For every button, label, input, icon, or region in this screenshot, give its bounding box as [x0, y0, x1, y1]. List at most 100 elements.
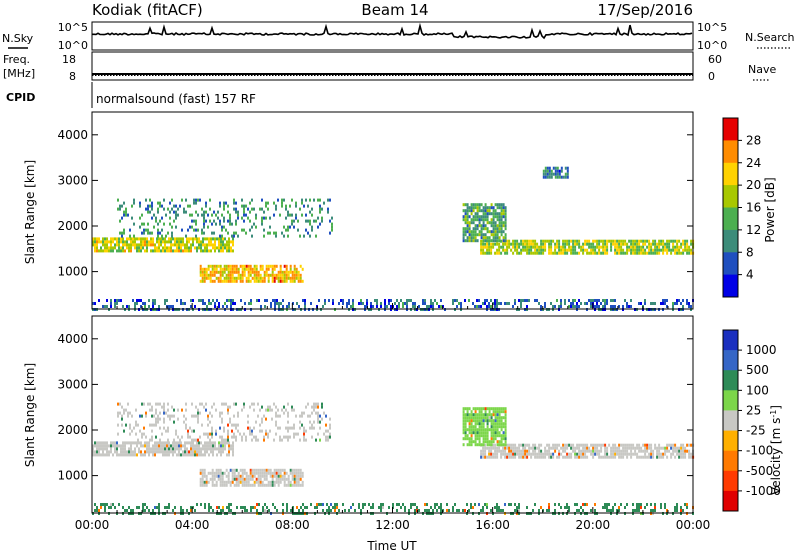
echo-cell — [230, 249, 232, 253]
echo-cell — [277, 426, 279, 430]
echo-cell — [130, 450, 132, 454]
echo-cell — [104, 240, 106, 244]
echo-cell — [590, 509, 592, 512]
echo-cell — [558, 169, 561, 173]
echo-cell — [534, 242, 537, 246]
echo-cell — [480, 224, 483, 228]
echo-cell — [92, 447, 94, 451]
echo-cell — [486, 299, 488, 302]
echo-cell — [217, 474, 220, 478]
echo-cell — [245, 435, 247, 439]
echo-cell — [247, 279, 250, 283]
echo-cell — [358, 503, 360, 506]
echo-cell — [526, 449, 529, 453]
echo-cell — [468, 230, 471, 234]
echo-cell — [468, 422, 471, 426]
echo-cell — [203, 213, 205, 217]
echo-cell — [334, 506, 336, 509]
echo-cell — [174, 450, 176, 454]
echo-cell — [676, 299, 678, 302]
echo-cell — [142, 237, 144, 241]
echo-cell — [141, 414, 143, 418]
echo-cell — [486, 419, 489, 423]
echo-cell — [662, 446, 665, 450]
echo-cell — [490, 407, 493, 411]
echo-cell — [138, 237, 140, 241]
echo-cell — [151, 435, 153, 439]
echo-cell — [680, 449, 683, 453]
echo-cell — [574, 446, 577, 450]
echo-cell — [142, 243, 144, 247]
echo-cell — [275, 231, 277, 235]
echo-cell — [502, 239, 505, 243]
echo-cell — [602, 506, 604, 509]
echo-cell — [664, 248, 667, 252]
echo-cell — [190, 444, 192, 448]
echo-cell — [518, 509, 520, 512]
echo-cell — [96, 453, 98, 457]
echo-cell — [210, 506, 212, 509]
echo-cell — [265, 201, 267, 205]
echo-cell — [164, 243, 166, 247]
echo-cell — [534, 299, 536, 302]
echo-cell — [552, 455, 555, 459]
echo-cell — [239, 279, 242, 283]
echo-cell — [297, 477, 300, 481]
echo-cell — [191, 213, 193, 217]
echo-cell — [243, 402, 245, 406]
echo-cell — [474, 410, 477, 414]
echo-cell — [271, 264, 274, 268]
echo-cell — [140, 305, 142, 308]
echo-cell — [496, 425, 499, 429]
echo-cell — [295, 468, 298, 472]
echo-cell — [253, 480, 256, 484]
echo-cell — [124, 240, 126, 244]
echo-cell — [239, 273, 242, 277]
echo-cell — [678, 251, 681, 255]
echo-cell — [319, 210, 321, 214]
echo-cell — [468, 227, 471, 231]
echo-cell — [690, 455, 693, 459]
echo-cell — [239, 468, 242, 472]
echo-cell — [540, 248, 543, 252]
echo-cell — [211, 429, 213, 433]
echo-cell — [462, 509, 464, 512]
echo-cell — [271, 483, 274, 487]
echo-cell — [494, 239, 497, 243]
echo-cell — [644, 452, 647, 456]
echo-cell — [178, 246, 180, 250]
echo-cell — [666, 245, 669, 249]
echo-cell — [560, 446, 563, 450]
echo-cell — [255, 273, 258, 277]
echo-cell — [233, 468, 236, 472]
echo-cell — [255, 264, 258, 268]
echo-cell — [293, 426, 295, 430]
echo-cell — [636, 509, 638, 512]
echo-cell — [309, 210, 311, 214]
echo-cell — [548, 452, 551, 456]
echo-cell — [269, 273, 272, 277]
echo-cell — [614, 452, 617, 456]
echo-cell — [148, 305, 150, 308]
echo-cell — [204, 503, 206, 506]
echo-cell — [196, 246, 198, 250]
echo-cell — [488, 206, 491, 210]
echo-cell — [297, 219, 299, 223]
echo-cell — [253, 273, 256, 277]
echo-cell — [496, 452, 499, 456]
echo-cell — [282, 503, 284, 506]
echo-cell — [690, 452, 693, 456]
echo-cell — [325, 429, 327, 433]
echo-cell — [167, 402, 169, 406]
echo-cell — [538, 443, 541, 447]
echo-cell — [650, 248, 653, 252]
echo-cell — [222, 243, 224, 247]
echo-cell — [388, 506, 390, 509]
echo-cell — [490, 419, 493, 423]
echo-cell — [466, 434, 469, 438]
echo-cell — [464, 215, 467, 219]
echo-cell — [233, 276, 236, 280]
echo-cell — [231, 429, 233, 433]
echo-cell — [319, 207, 321, 211]
echo-cell — [92, 450, 94, 454]
